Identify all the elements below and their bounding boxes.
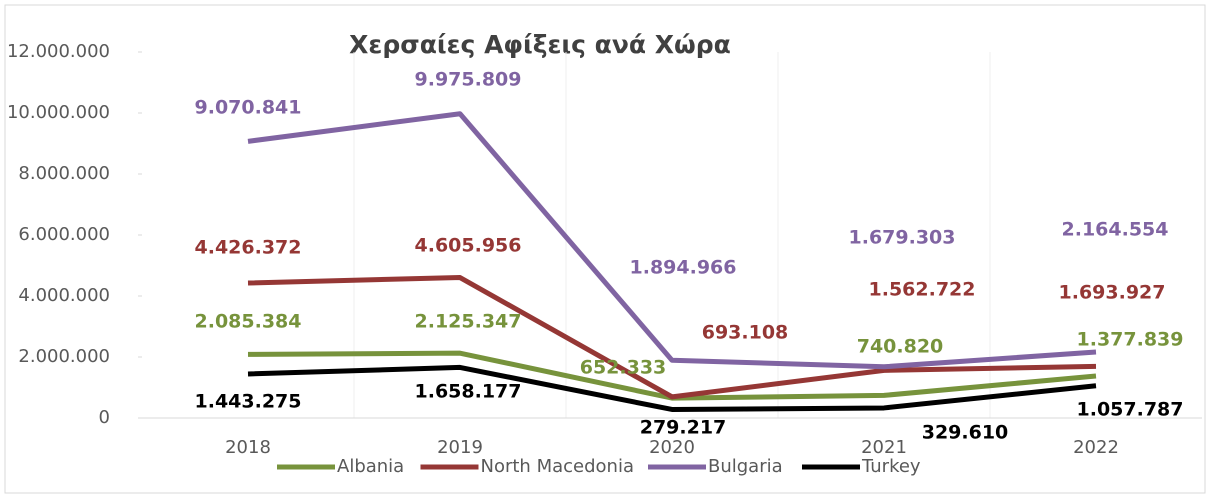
x-tick-label: 2022 [1073,437,1119,458]
data-label: 2.085.384 [195,311,302,333]
data-label: 693.108 [702,322,789,344]
y-tick-label: 6.000.000 [18,224,110,245]
y-tick-label: 2.000.000 [18,346,110,367]
data-label: 1.679.303 [849,227,956,249]
data-label: 9.975.809 [415,69,522,91]
y-tick-label: 10.000.000 [7,102,110,123]
x-tick-label: 2020 [649,437,695,458]
legend-label: Albania [337,456,404,477]
data-label: 279.217 [640,417,727,439]
data-label: 2.164.554 [1062,219,1169,241]
x-tick-label: 2018 [225,437,271,458]
y-tick-label: 4.000.000 [18,285,110,306]
data-label: 1.562.722 [869,279,976,301]
data-label: 329.610 [922,422,1009,444]
chart-title: Χερσαίες Αφίξεις ανά Χώρα [349,30,731,59]
series-line [247,364,1097,412]
y-tick-label: 0 [99,407,110,428]
legend-label: North Macedonia [481,456,634,477]
data-label: 2.125.347 [415,311,522,333]
data-label: 1.443.275 [195,391,302,413]
data-label: 1.057.787 [1077,399,1184,421]
data-label: 1.377.839 [1077,329,1184,351]
data-label: 1.894.966 [630,257,737,279]
data-label: 652.333 [580,357,667,379]
x-tick-label: 2021 [861,437,907,458]
data-label: 1.693.927 [1059,282,1166,304]
chart-frame [4,4,1206,494]
data-label: 4.605.956 [415,235,522,257]
legend-label: Turkey [861,456,921,477]
data-label: 740.820 [857,336,944,358]
y-tick-label: 8.000.000 [18,163,110,184]
data-label: 1.658.177 [415,381,522,403]
y-tick-label: 12.000.000 [7,41,110,62]
x-tick-label: 2019 [437,437,483,458]
data-label: 4.426.372 [195,237,302,259]
data-label: 9.070.841 [195,97,302,119]
series-line [247,111,1097,370]
series-line [247,275,1097,400]
legend-label: Bulgaria [708,456,783,477]
